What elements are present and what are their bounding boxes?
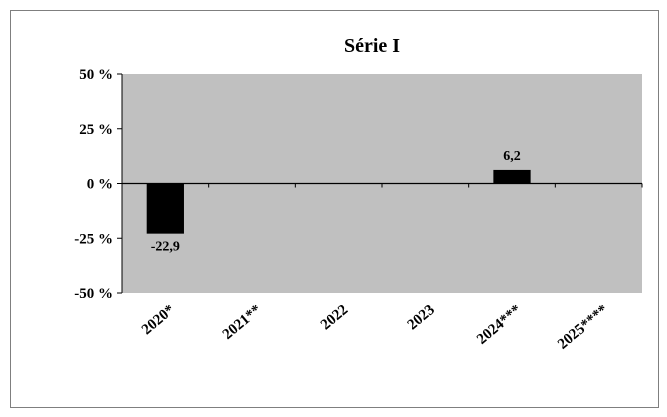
x-tick-label: 2020* [139, 302, 178, 338]
y-tick-label: 0 % [87, 177, 113, 193]
bar [146, 183, 184, 234]
x-tick-label: 2022 [318, 302, 351, 334]
y-tick-label: -25 % [74, 231, 113, 247]
y-tick-label: 50 % [79, 67, 113, 83]
bar [493, 169, 531, 184]
x-tick-label: 2021** [220, 302, 265, 343]
data-label: -22,9 [151, 240, 180, 255]
x-tick-label: 2023 [405, 302, 438, 334]
x-tick-label: 2024*** [474, 302, 525, 348]
y-tick-label: 25 % [79, 122, 113, 138]
y-tick-label: -50 % [74, 286, 113, 302]
data-label: 6,2 [503, 149, 521, 164]
chart-title: Série I [344, 35, 400, 57]
x-tick-label: 2025**** [555, 302, 611, 353]
